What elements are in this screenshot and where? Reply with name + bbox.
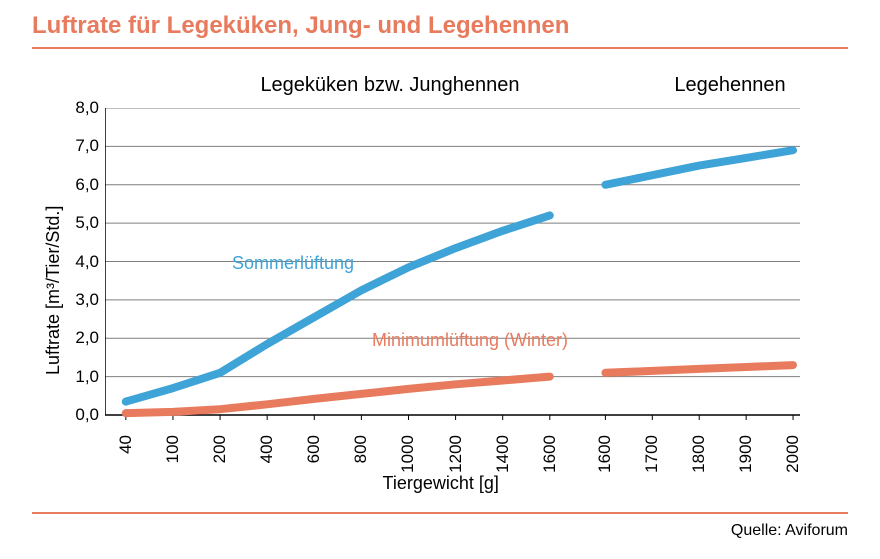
x-tick: 200 [210,435,230,485]
x-tick: 1600 [540,435,560,485]
y-tick: 2,0 [65,328,99,348]
group-label: Legeküken bzw. Junghennen [230,74,550,97]
rule-bottom [32,512,848,514]
y-tick: 4,0 [65,252,99,272]
series-summer [126,215,550,401]
x-tick: 1700 [642,435,662,485]
x-tick: 800 [351,435,371,485]
y-tick: 6,0 [65,175,99,195]
group-label: Legehennen [570,74,880,97]
x-tick: 40 [116,435,136,485]
series-winter [605,365,793,373]
x-tick: 1800 [689,435,709,485]
x-tick: 1400 [493,435,513,485]
series-summer [605,150,793,185]
series-label-summer: Sommerlüftung [232,253,354,274]
y-tick: 1,0 [65,367,99,387]
y-tick: 0,0 [65,405,99,425]
x-tick: 400 [257,435,277,485]
series-label-winter: Minimumlüftung (Winter) [372,330,568,351]
source-text: Quelle: Aviforum [731,522,848,540]
x-tick: 100 [163,435,183,485]
rule-top [32,47,848,49]
x-tick: 1200 [446,435,466,485]
x-tick: 1900 [736,435,756,485]
chart-plot [105,108,800,423]
x-tick: 2000 [783,435,803,485]
x-tick: 1600 [595,435,615,485]
x-tick: 1000 [398,435,418,485]
y-tick: 3,0 [65,290,99,310]
y-tick: 7,0 [65,136,99,156]
y-tick: 8,0 [65,98,99,118]
x-tick: 600 [304,435,324,485]
y-axis-label: Luftrate [m³/Tier/Std.] [43,206,64,375]
chart-figure: { "fig_width": 880, "fig_height": 559, "… [0,0,880,559]
chart-title: Luftrate für Legeküken, Jung- und Legehe… [32,12,569,40]
y-tick: 5,0 [65,213,99,233]
